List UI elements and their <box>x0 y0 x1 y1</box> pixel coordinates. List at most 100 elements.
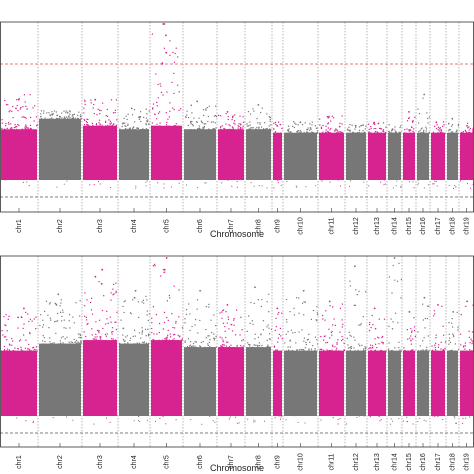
snp-point <box>371 314 373 317</box>
snp-point <box>363 132 366 134</box>
snp-point <box>166 121 168 123</box>
snp-point <box>287 129 289 131</box>
snp-point <box>228 328 230 330</box>
snp-point <box>388 124 390 126</box>
snp-point <box>203 127 205 129</box>
snp-point <box>177 56 179 58</box>
snp-point <box>207 344 209 346</box>
point-cloud-body <box>273 132 282 180</box>
snp-point <box>363 348 365 350</box>
snp-point <box>202 127 204 129</box>
snp-point <box>317 132 319 134</box>
snp-point <box>74 117 76 119</box>
snp-point <box>303 301 305 303</box>
snp-point <box>213 314 215 316</box>
snp-point <box>204 182 206 184</box>
snp-point <box>36 124 38 126</box>
snp-point <box>148 123 150 125</box>
top-hit-point <box>327 116 330 118</box>
snp-point <box>194 324 196 326</box>
snp-point <box>72 316 74 318</box>
snp-point <box>455 132 457 134</box>
snp-point <box>268 129 270 131</box>
snp-point <box>316 343 319 345</box>
snp-point <box>382 130 384 132</box>
snp-point <box>140 129 142 131</box>
snp-point <box>94 125 96 127</box>
snp-point <box>262 320 264 322</box>
snp-point <box>146 129 148 131</box>
snp-point <box>465 350 467 352</box>
snp-point <box>394 347 396 349</box>
snp-point <box>132 128 134 130</box>
snp-point <box>281 338 283 340</box>
snp-point <box>53 342 55 344</box>
snp-point <box>336 343 338 345</box>
snp-point <box>288 132 290 134</box>
snp-point <box>398 131 401 133</box>
snp-point <box>288 125 290 127</box>
snp-point <box>370 347 372 349</box>
snp-point <box>72 116 74 118</box>
snp-point <box>324 132 326 134</box>
snp-point <box>68 115 70 117</box>
snp-point <box>333 350 335 352</box>
snp-point <box>236 346 238 348</box>
snp-point <box>9 344 11 346</box>
chromosome-chr2 <box>39 293 82 421</box>
snp-point <box>397 322 399 324</box>
snp-point <box>472 128 474 130</box>
snp-point <box>297 124 299 126</box>
snp-point <box>212 347 214 349</box>
top-hit-point <box>134 289 137 292</box>
snp-point <box>320 179 322 181</box>
snp-point <box>388 414 390 416</box>
snp-point <box>358 131 360 133</box>
snp-point <box>444 341 447 343</box>
snp-point <box>42 324 45 326</box>
snp-point <box>250 347 252 349</box>
snp-point <box>62 309 64 311</box>
chromosome-chr10 <box>284 289 319 424</box>
snp-point <box>364 348 366 350</box>
snp-point <box>298 297 300 299</box>
snp-point <box>11 127 13 129</box>
snp-point <box>66 336 68 338</box>
top-hit-point <box>254 286 256 289</box>
snp-point <box>370 326 372 329</box>
snp-point <box>247 418 249 420</box>
snp-point <box>3 350 5 352</box>
snp-point <box>380 181 382 183</box>
snp-point <box>240 345 242 347</box>
snp-point <box>434 416 436 417</box>
snp-point <box>308 132 310 134</box>
snp-point <box>45 118 47 120</box>
snp-point <box>200 120 202 122</box>
point-cloud-body <box>417 350 429 416</box>
snp-point <box>60 299 62 301</box>
snp-point <box>42 326 44 328</box>
snp-point <box>85 316 87 318</box>
snp-point <box>29 94 31 96</box>
snp-point <box>40 314 42 316</box>
snp-point <box>240 128 242 130</box>
snp-point <box>51 342 53 344</box>
snp-point <box>147 319 149 322</box>
snp-point <box>392 187 394 189</box>
snp-point <box>414 350 416 352</box>
snp-point <box>292 125 294 127</box>
snp-point <box>288 349 290 351</box>
snp-point <box>383 318 386 320</box>
snp-point <box>173 285 175 287</box>
snp-point <box>175 125 177 127</box>
snp-point <box>209 346 211 348</box>
snp-point <box>140 120 142 123</box>
snp-point <box>220 345 222 348</box>
snp-point <box>189 347 191 349</box>
snp-point <box>42 343 44 345</box>
snp-point <box>280 418 281 420</box>
snp-point <box>302 349 304 351</box>
snp-point <box>251 346 254 348</box>
snp-point <box>12 349 14 352</box>
